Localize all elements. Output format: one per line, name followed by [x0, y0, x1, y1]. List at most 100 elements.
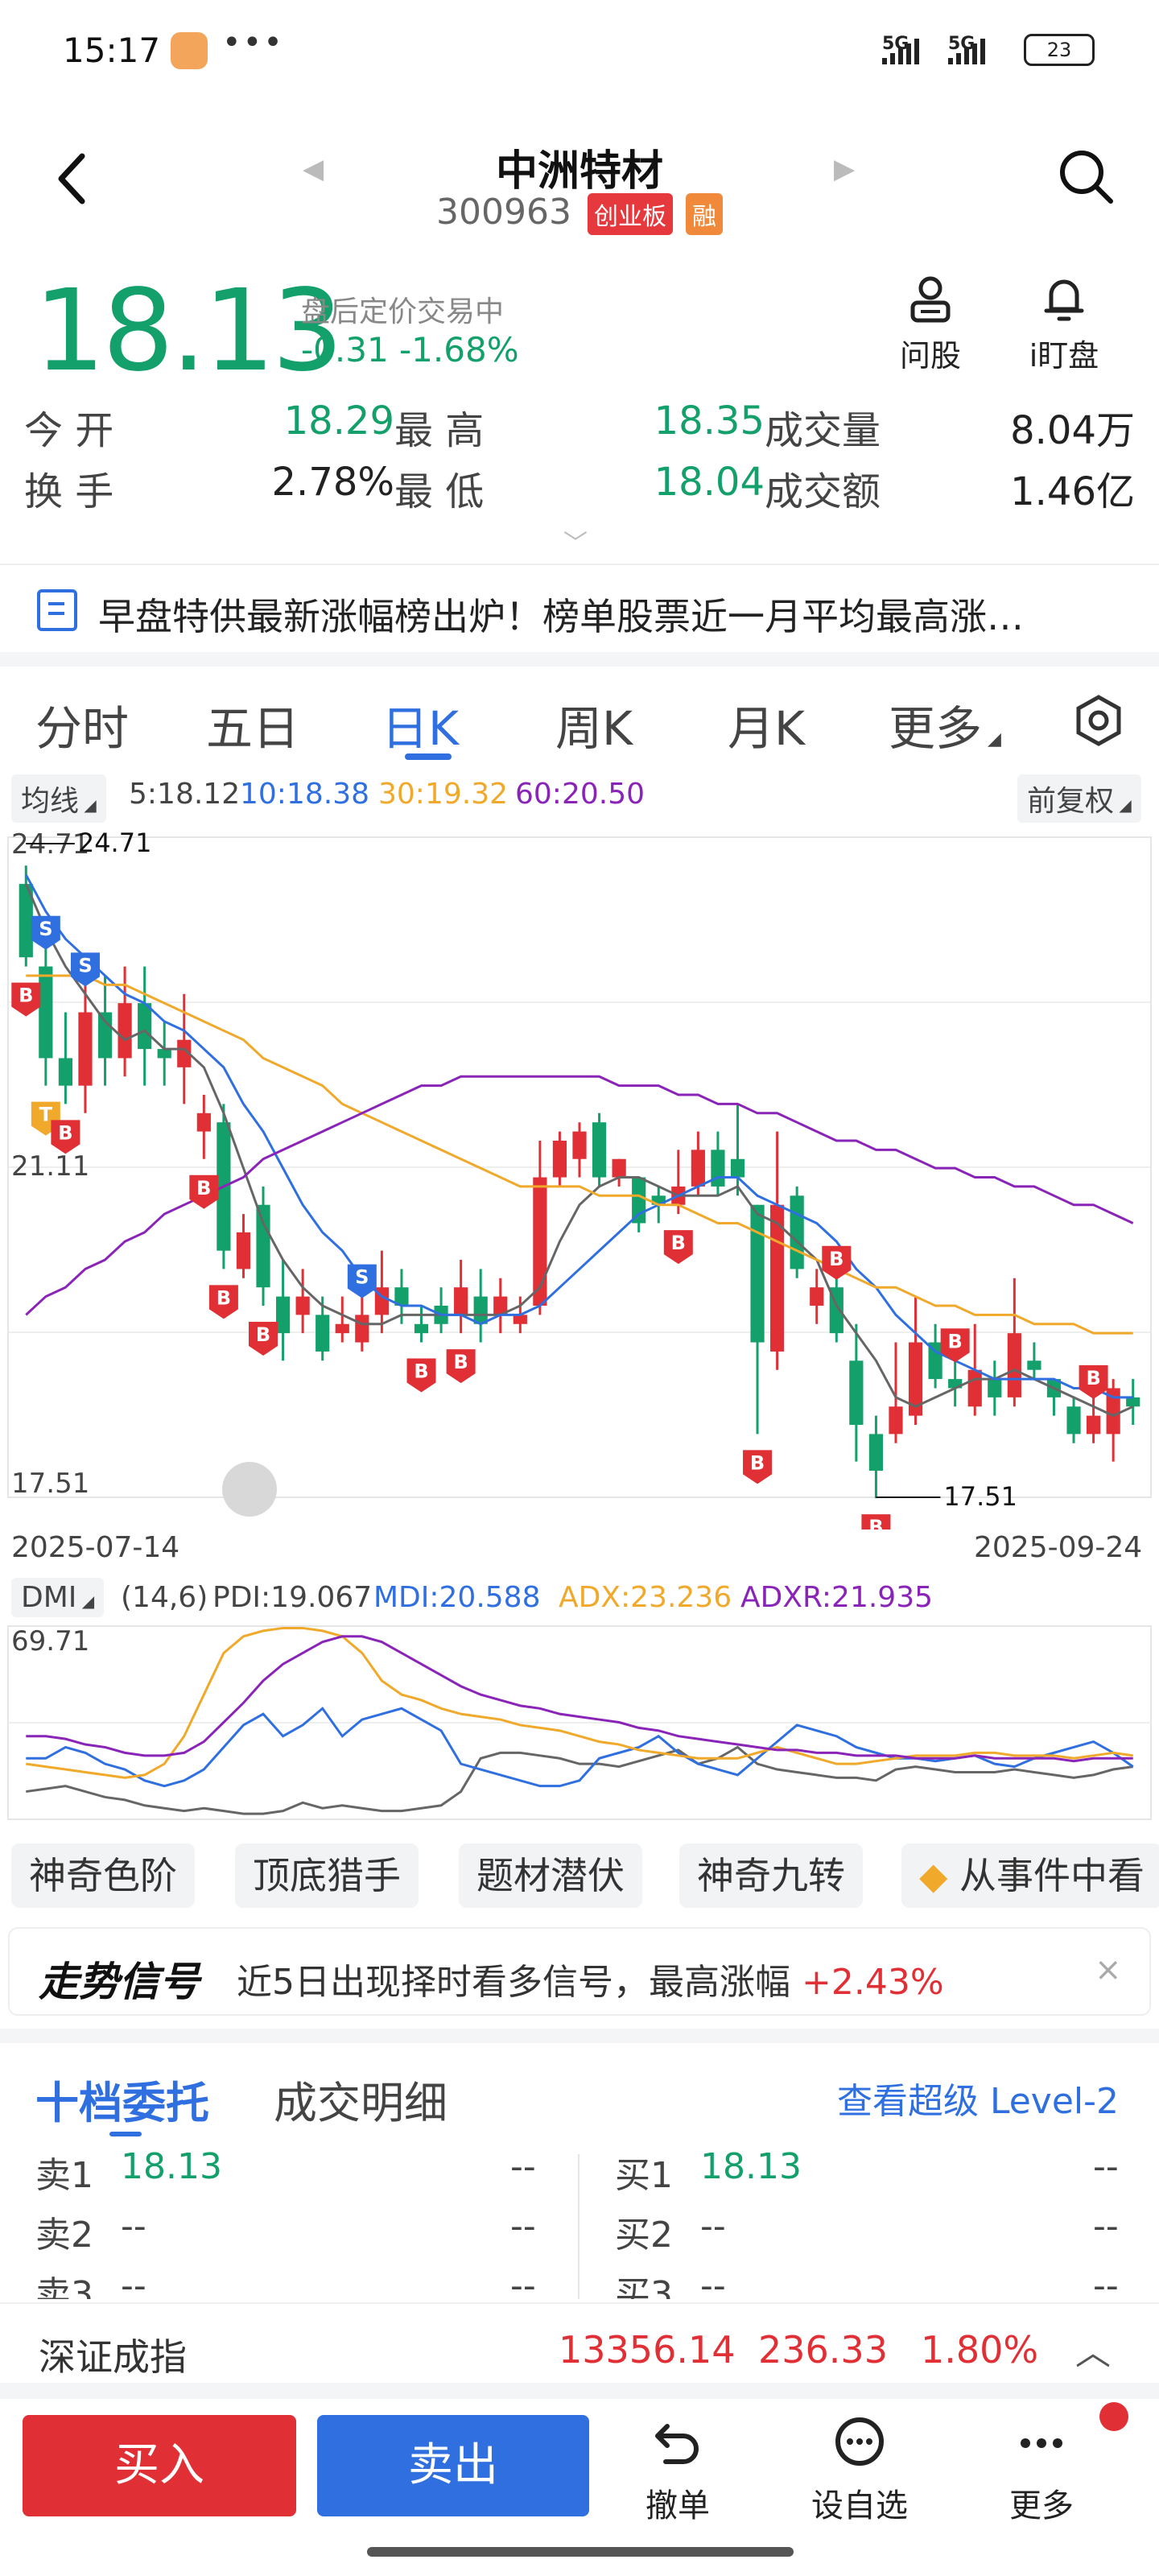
search-icon [1060, 151, 1113, 204]
chevron-up-icon[interactable]: ︿ [1075, 2332, 1111, 2373]
dmi-selector[interactable]: DMI ◢ [11, 1578, 105, 1617]
chat-dots-icon [835, 2417, 884, 2466]
ask-row-2: 卖2 -- -- [35, 2206, 542, 2262]
chip-theme[interactable]: 题材潜伏 [459, 1843, 642, 1908]
expand-chevron-icon[interactable]: ﹀ [563, 530, 588, 558]
dmi-max-label: 69.71 [11, 1625, 89, 1657]
volume-value: 8.04万 [1010, 408, 1135, 453]
tab-intraday[interactable]: 分时 [35, 701, 130, 756]
bid-price: -- [700, 2206, 726, 2247]
candle-body [730, 1158, 745, 1178]
chip-nine-turn[interactable]: 神奇九转 [679, 1843, 863, 1908]
signal-marker-label: B [453, 1351, 468, 1373]
dmi-params: (14,6) [121, 1581, 208, 1614]
ask-price: 18.13 [121, 2146, 222, 2187]
kline-chart[interactable]: S S B T B B B B S B B B B B B B B 24.71 21.11 17.51 24.71 17.… [0, 821, 1159, 1549]
level2-link[interactable]: 查看超级 Level-2 [837, 2081, 1120, 2122]
signal-marker-label: B [217, 1286, 231, 1309]
candle-body [355, 1315, 369, 1343]
low-value: 18.04 [654, 460, 765, 505]
ask-stock-button[interactable]: 问股 [882, 274, 979, 375]
home-indicator [367, 2547, 794, 2557]
settings-button[interactable] [1070, 692, 1127, 752]
add-watchlist-label: 设自选 [811, 2487, 908, 2524]
candle-body [394, 1287, 409, 1306]
back-button[interactable] [48, 145, 97, 209]
search-button[interactable] [1054, 145, 1119, 213]
chip-top-bottom[interactable]: 顶底猎手 [235, 1843, 419, 1908]
signal-marker-b [663, 1230, 693, 1265]
high-label: 最 高 [394, 408, 485, 453]
signal-pct: +2.43% [802, 1962, 944, 2003]
adjust-selector[interactable]: 前复权 ◢ [1017, 774, 1141, 823]
stock-code-line: 300963 创业板 融 [0, 192, 1159, 235]
more-button[interactable]: 更多 [985, 2415, 1098, 2526]
signal-marker-label: T [39, 1104, 53, 1126]
settings-icon [1076, 695, 1121, 746]
signal-brand: 走势信号 [39, 1959, 200, 2005]
candle-body [612, 1158, 626, 1178]
index-ticker[interactable]: 深证成指 13356.14 236.33 1.80% ︿ [0, 2302, 1159, 2383]
candle-body [19, 884, 33, 958]
signal-text: 近5日出现择时看多信号，最高涨幅 +2.43% [237, 1953, 944, 2004]
dmi-svg: 69.71 [7, 1625, 1152, 1820]
add-watchlist-button[interactable]: 设自选 [803, 2415, 916, 2526]
candle-body [78, 1012, 93, 1086]
candle-body [256, 1204, 270, 1288]
ask-label: 卖2 [35, 2215, 93, 2256]
tab-more[interactable]: 更多 ◢ [889, 701, 1001, 756]
candle-body [97, 1012, 113, 1059]
tab-weekly-k[interactable]: 周K [555, 701, 633, 756]
watch-button[interactable]: i盯盘 [1016, 274, 1112, 375]
candle-body [454, 1287, 468, 1315]
index-value: 13356.14 [559, 2328, 736, 2372]
signal-marker-b [51, 1120, 80, 1154]
tab-monthly-k[interactable]: 月K [728, 701, 806, 756]
signal-marker-b [11, 982, 41, 1017]
candle-body [711, 1150, 725, 1187]
candle-body [414, 1323, 429, 1334]
ma10-value: 10:18.38 [240, 778, 369, 811]
dmi-chart[interactable]: 69.71 [0, 1618, 1159, 1835]
ma-selector[interactable]: 均线 ◢ [11, 774, 106, 823]
ask-stock-label: 问股 [899, 338, 961, 374]
amount-value: 1.46亿 [1010, 469, 1135, 514]
close-icon[interactable]: × [1095, 1951, 1122, 1988]
next-stock-icon[interactable]: ▶ [834, 153, 856, 185]
cancel-order-button[interactable]: 撤单 [621, 2415, 734, 2526]
sell-button[interactable]: 卖出 [317, 2415, 589, 2516]
candle-body [1126, 1397, 1140, 1407]
order-book: 卖1 18.13 -- 卖2 -- -- 卖3 -- -- 买1 18.13 -… [0, 2138, 1159, 2299]
news-banner[interactable]: 早盘特供最新涨幅榜出炉！榜单股票近一月平均最高涨… [0, 564, 1159, 652]
signal-marker-b [1079, 1364, 1108, 1399]
ma60-value: 60:20.50 [515, 778, 645, 811]
notification-dot [1099, 2402, 1128, 2431]
signal-marker-b [446, 1349, 476, 1384]
index-change: 236.33 [758, 2328, 888, 2372]
chip-events[interactable]: ◆ 从事件中看 [901, 1843, 1159, 1908]
chip-color-scale[interactable]: 神奇色阶 [11, 1843, 195, 1908]
tab-five-day[interactable]: 五日 [206, 701, 300, 756]
signal-marker-label: B [829, 1248, 843, 1270]
buy-button[interactable]: 买入 [23, 2415, 296, 2516]
candle-body [138, 1003, 152, 1050]
bid-volume: -- [1093, 2146, 1119, 2187]
chip-events-label: 从事件中看 [959, 1854, 1145, 1897]
indicator-chips: 神奇色阶 顶底猎手 题材潜伏 神奇九转 ◆ 从事件中看 [11, 1843, 1159, 1913]
candle-body [335, 1323, 349, 1334]
prev-stock-icon[interactable]: ◀ [303, 153, 324, 185]
candle-body [750, 1204, 765, 1343]
ask-price: -- [121, 2265, 146, 2299]
tab-order-book[interactable]: 十档委托 [35, 2078, 209, 2128]
battery-icon: 23 [1024, 34, 1095, 66]
last-price: 18.13 [34, 266, 344, 397]
order-tabs: 十档委托 成交明细 查看超级 Level-2 [0, 2045, 1159, 2136]
dmi-adx: ADX:23.236 [559, 1581, 732, 1614]
diamond-icon: ◆ [919, 1854, 959, 1897]
ask-volume: -- [510, 2206, 536, 2247]
candle-body [948, 1379, 963, 1389]
start-date: 2025-07-14 [11, 1531, 180, 1564]
tab-daily-k[interactable]: 日K [382, 701, 460, 756]
tab-trade-details[interactable]: 成交明细 [274, 2078, 448, 2128]
trend-signal-banner[interactable]: 走势信号 近5日出现择时看多信号，最高涨幅 +2.43% × [8, 1927, 1151, 2016]
